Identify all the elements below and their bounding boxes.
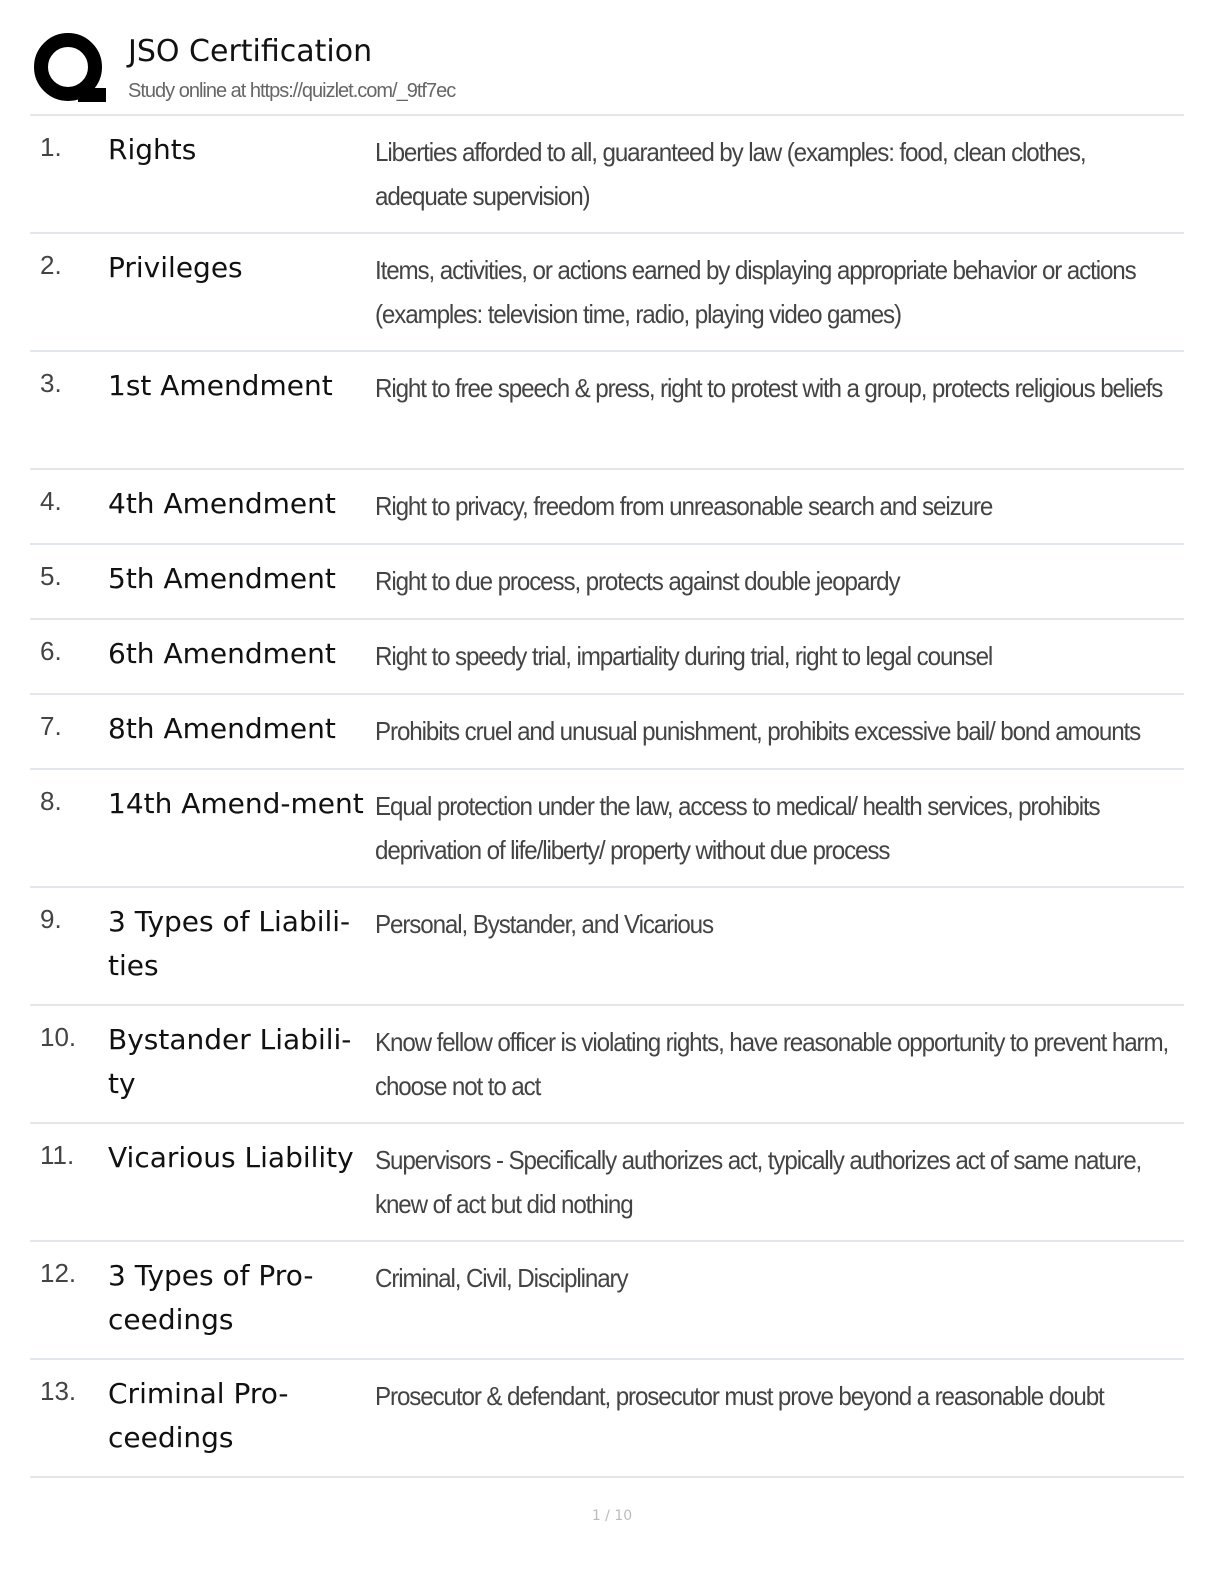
card-definition: Right to speedy trial, impartiality duri… xyxy=(375,641,993,671)
card-definition: Right to free speech & press, right to p… xyxy=(375,373,1163,403)
card-term: Vicarious Liability xyxy=(108,1141,354,1174)
flashcard-row: 6. 6th Amendment Right to speedy trial, … xyxy=(30,620,1184,695)
card-number: 1. xyxy=(40,132,62,162)
card-definition: Supervisors - Specifically authorizes ac… xyxy=(375,1145,1142,1219)
card-term: Privileges xyxy=(108,251,243,284)
card-definition: Items, activities, or actions earned by … xyxy=(375,255,1137,329)
card-number: 2. xyxy=(40,250,62,280)
card-number: 9. xyxy=(40,904,62,934)
page-number: 1 / 10 xyxy=(591,1508,633,1524)
card-term: Bystander Liabili-ty xyxy=(108,1023,352,1100)
card-number: 11. xyxy=(40,1140,75,1170)
flashcard-list: 1. Rights Liberties afforded to all, gua… xyxy=(30,114,1184,1478)
flashcard-row: 5. 5th Amendment Right to due process, p… xyxy=(30,545,1184,620)
flashcard-row: 7. 8th Amendment Prohibits cruel and unu… xyxy=(30,695,1184,770)
card-number: 7. xyxy=(40,711,62,741)
flashcard-row: 10. Bystander Liabili-ty Know fellow off… xyxy=(30,1006,1184,1124)
flashcard-row: 13. Criminal Pro-ceedings Prosecutor & d… xyxy=(30,1360,1184,1478)
card-definition: Right to privacy, freedom from unreasona… xyxy=(375,491,993,521)
card-term: 3 Types of Pro-ceedings xyxy=(108,1259,314,1336)
flashcard-row: 4. 4th Amendment Right to privacy, freed… xyxy=(30,470,1184,545)
card-number: 6. xyxy=(40,636,62,666)
quizlet-logo-icon xyxy=(34,33,106,102)
card-number: 3. xyxy=(40,368,62,398)
card-definition: Know fellow officer is violating rights,… xyxy=(375,1027,1169,1101)
card-definition: Prohibits cruel and unusual punishment, … xyxy=(375,716,1141,746)
card-definition: Prosecutor & defendant, prosecutor must … xyxy=(375,1381,1105,1411)
card-term: 5th Amendment xyxy=(108,562,336,595)
card-number: 8. xyxy=(40,786,62,816)
card-term: Rights xyxy=(108,133,197,166)
card-definition: Equal protection under the law, access t… xyxy=(375,791,1101,865)
study-online-link[interactable]: Study online at https://quizlet.com/_9tf… xyxy=(128,80,456,102)
set-title: JSO Certification xyxy=(128,34,373,69)
card-number: 4. xyxy=(40,486,62,516)
card-term: 3 Types of Liabili-ties xyxy=(108,905,351,982)
flashcard-row: 11. Vicarious Liability Supervisors - Sp… xyxy=(30,1124,1184,1242)
card-term: Criminal Pro-ceedings xyxy=(108,1377,289,1454)
card-term: 6th Amendment xyxy=(108,637,336,670)
card-number: 5. xyxy=(40,561,62,591)
flashcard-row: 3. 1st Amendment Right to free speech & … xyxy=(30,352,1184,470)
flashcard-row: 12. 3 Types of Pro-ceedings Criminal, Ci… xyxy=(30,1242,1184,1360)
card-term: 14th Amend-ment xyxy=(108,787,364,820)
card-term: 4th Amendment xyxy=(108,487,336,520)
flashcard-row: 2. Privileges Items, activities, or acti… xyxy=(30,234,1184,352)
card-number: 13. xyxy=(40,1376,77,1406)
card-number: 12. xyxy=(40,1258,77,1288)
flashcard-row: 8. 14th Amend-ment Equal protection unde… xyxy=(30,770,1184,888)
card-definition: Right to due process, protects against d… xyxy=(375,566,901,596)
card-number: 10. xyxy=(40,1022,77,1052)
card-definition: Criminal, Civil, Disciplinary xyxy=(375,1263,629,1293)
flashcard-row: 9. 3 Types of Liabili-ties Personal, Bys… xyxy=(30,888,1184,1006)
card-term: 1st Amendment xyxy=(108,369,333,402)
card-definition: Liberties afforded to all, guaranteed by… xyxy=(375,137,1087,211)
card-term: 8th Amendment xyxy=(108,712,336,745)
card-definition: Personal, Bystander, and Vicarious xyxy=(375,909,714,939)
flashcard-row: 1. Rights Liberties afforded to all, gua… xyxy=(30,116,1184,234)
